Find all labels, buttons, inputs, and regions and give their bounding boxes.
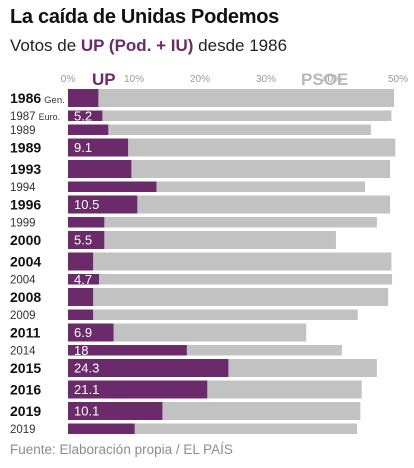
chart-subtitle: Votos de UP (Pod. + IU) desde 1986	[10, 36, 287, 56]
bar-psoe	[68, 423, 358, 434]
bar-up	[68, 89, 99, 107]
bar-up	[68, 359, 229, 377]
row-label: 2004	[10, 274, 36, 286]
subtitle-suffix: desde 1986	[193, 36, 288, 55]
value-label: 10.5	[74, 197, 99, 212]
row-label: 2009	[10, 310, 36, 322]
chart-title: La caída de Unidas Podemos	[10, 6, 279, 28]
bar-up	[68, 380, 208, 399]
source-note: Fuente: Elaboración propia / EL PAÍS	[10, 442, 233, 457]
bar-up	[68, 288, 94, 306]
psoe-bars	[68, 89, 396, 434]
bar-up	[68, 231, 105, 249]
bar-psoe	[68, 124, 371, 135]
row-label: 2014	[10, 345, 36, 357]
bar-up	[68, 195, 138, 214]
value-label: 4.7	[74, 272, 92, 287]
value-label: 18	[74, 343, 88, 358]
row-note: Gen.	[44, 95, 65, 106]
row-label: 1996	[10, 197, 41, 213]
tick-label: 10%	[124, 74, 144, 85]
tick-label: 0%	[61, 74, 76, 85]
row-label: 1989	[10, 125, 36, 137]
row-label: 2015	[10, 360, 41, 376]
bar-psoe	[68, 309, 358, 320]
row-labels: 1986 Gen. 1987 Euro. 1989 1989 1993 1994 1996 199…	[10, 90, 65, 434]
legend-up: UP	[92, 70, 116, 89]
tick-label: 20%	[190, 74, 210, 85]
bar-psoe	[68, 138, 396, 157]
bar-psoe	[68, 217, 377, 228]
bar-up	[68, 423, 135, 434]
value-label: 5.2	[74, 108, 92, 123]
bar-psoe	[68, 160, 391, 178]
bar-up	[68, 110, 103, 121]
legend-psoe: PSOE	[301, 70, 348, 89]
subtitle-highlight: UP (Pod. + IU)	[80, 36, 194, 55]
row-label: 2004	[10, 254, 41, 270]
row-label: 1987 Euro.	[10, 111, 60, 123]
up-bars	[68, 89, 229, 434]
row-label: 2011	[10, 325, 41, 341]
row-label: 1989	[10, 140, 41, 156]
bar-up	[68, 345, 187, 356]
bar-up	[68, 252, 94, 271]
row-label: 1993	[10, 161, 41, 177]
tick-label: 40%	[322, 74, 342, 85]
bar-up	[68, 138, 129, 157]
row-note: Euro.	[39, 112, 61, 122]
row-label: 1986 Gen.	[10, 90, 65, 106]
bar-up	[68, 181, 157, 192]
bar-up	[68, 402, 163, 420]
value-label: 9.1	[74, 140, 92, 155]
bar-psoe	[68, 323, 307, 342]
tick-label: 50%	[388, 74, 408, 85]
tick-label: 30%	[256, 74, 276, 85]
bar-psoe	[68, 110, 392, 121]
row-label: 2019	[10, 424, 36, 434]
bar-psoe	[68, 345, 342, 356]
row-label: 2008	[10, 289, 41, 305]
bar-up	[68, 160, 132, 178]
legend: UP PSOE	[92, 70, 348, 89]
bar-up	[68, 323, 114, 342]
value-labels: 5.2 9.1 10.5 5.5 4.7 6.9 18 24.3 21.1 10.1	[74, 108, 99, 418]
value-label: 24.3	[74, 361, 99, 376]
value-label: 21.1	[74, 382, 99, 397]
subtitle-prefix: Votos de	[10, 36, 81, 55]
bar-up	[68, 124, 109, 135]
bar-psoe	[68, 181, 365, 192]
row-label: 2019	[10, 403, 41, 419]
value-label: 10.1	[74, 404, 99, 419]
tick-labels: 0% 10% 20% 30% 40% 50%	[61, 74, 408, 85]
bar-up	[68, 217, 105, 228]
bar-psoe	[68, 89, 395, 107]
value-label: 5.5	[74, 233, 92, 248]
value-label: 6.9	[74, 325, 92, 340]
bar-up	[68, 274, 100, 285]
bar-psoe	[68, 274, 393, 285]
row-label: 1999	[10, 217, 36, 229]
bar-psoe	[68, 288, 389, 306]
row-label: 2000	[10, 232, 41, 248]
row-label: 2016	[10, 382, 41, 398]
bar-psoe	[68, 195, 391, 214]
bar-chart: 0% 10% 20% 30% 40% 50% UP PSOE 1986 Gen. 1987 Eur…	[10, 70, 408, 434]
bar-psoe	[68, 231, 336, 249]
bar-psoe	[68, 252, 392, 271]
row-label: 1994	[10, 182, 36, 194]
bar-up	[68, 309, 94, 320]
